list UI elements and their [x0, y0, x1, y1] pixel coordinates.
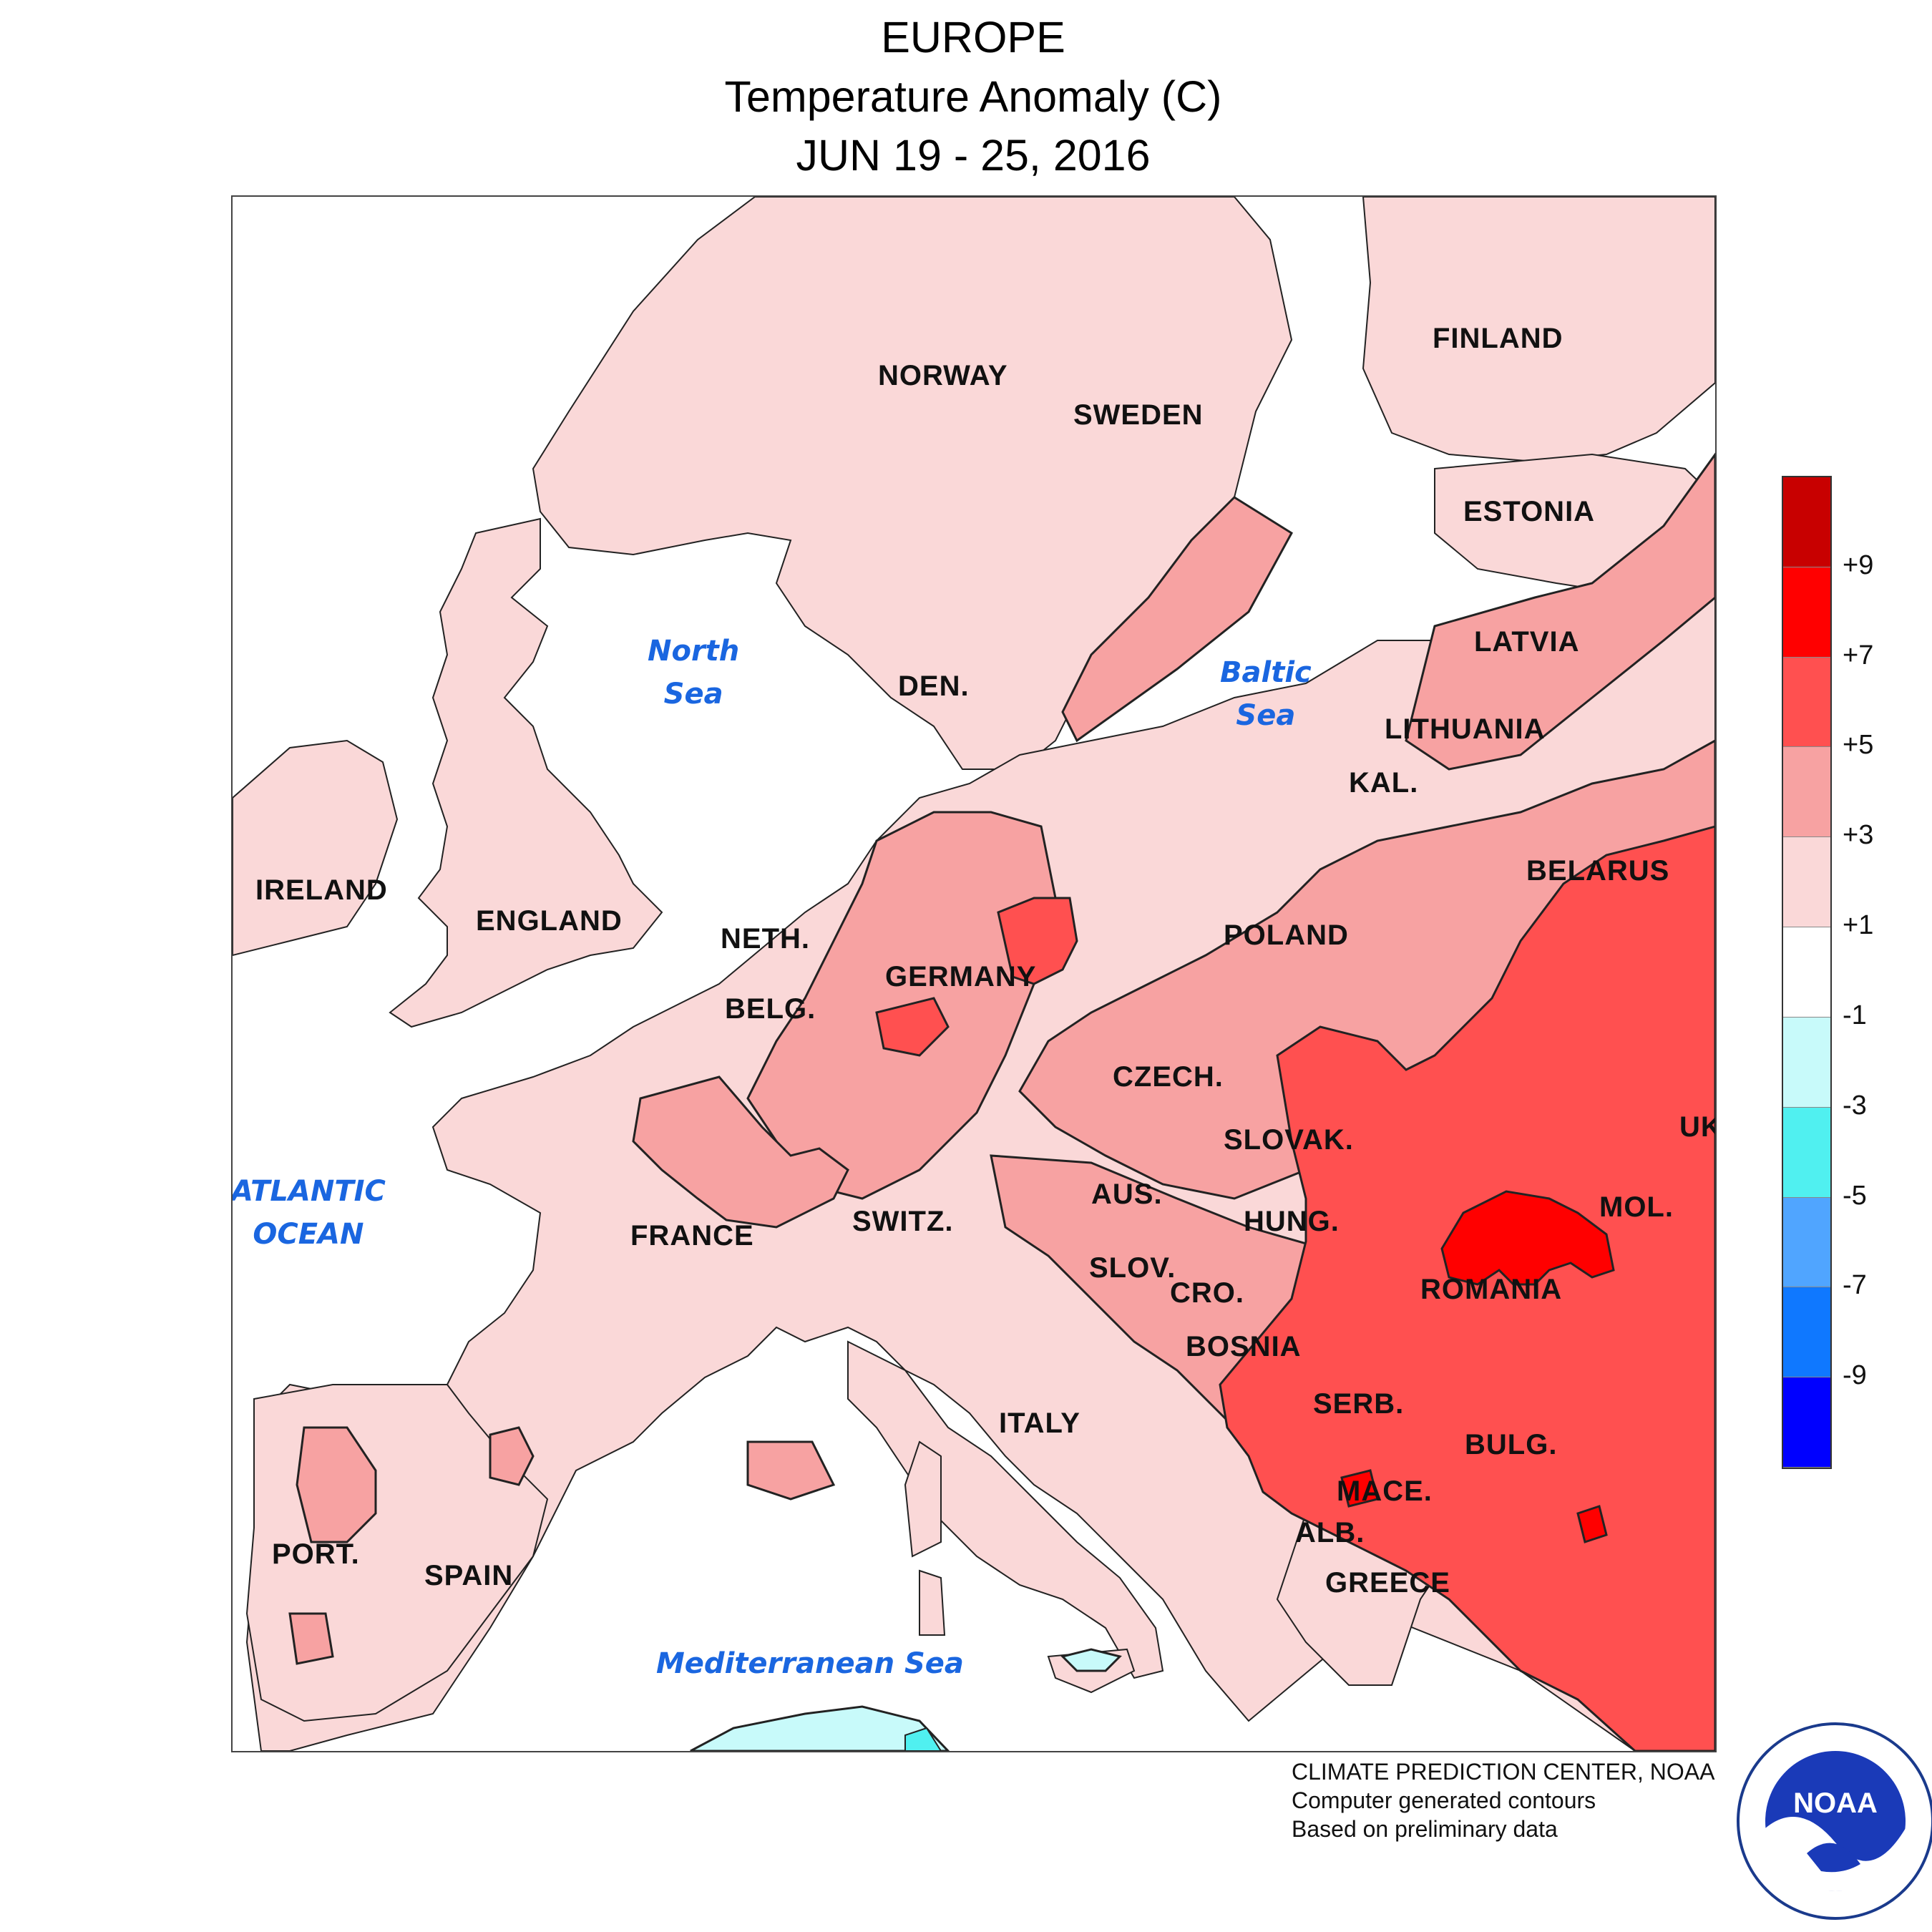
label-baltic-sea: Baltic Sea [1220, 651, 1312, 737]
label-ukraine: UK [1679, 1111, 1715, 1143]
legend-tick-label: -5 [1843, 1180, 1867, 1211]
label-estonia: ESTONIA [1463, 496, 1596, 527]
label-atlantic-line2: OCEAN [253, 1218, 364, 1251]
label-hungary: HUNG. [1244, 1206, 1340, 1237]
map-subtitle: Temperature Anomaly (C) [724, 72, 1222, 121]
label-lithuania: LITHUANIA [1385, 713, 1546, 745]
legend-tick-label: +5 [1843, 730, 1874, 761]
label-norway: NORWAY [878, 360, 1008, 391]
label-spain: SPAIN [424, 1560, 514, 1591]
label-germany: GERMANY [885, 961, 1037, 992]
legend-swatch [1783, 1197, 1830, 1288]
legend-swatch [1783, 747, 1830, 838]
label-baltic-sea-line2: Sea [1236, 699, 1296, 732]
legend-tick-label: -3 [1843, 1090, 1867, 1121]
label-kaliningrad: KAL. [1349, 767, 1419, 799]
map-canvas [233, 197, 1715, 1751]
label-switzerland: SWITZ. [852, 1206, 954, 1237]
sea-minus1-to-minus3 [690, 1648, 1122, 1751]
label-belgium: BELG. [725, 993, 816, 1025]
label-bosnia: BOSNIA [1186, 1331, 1302, 1362]
label-baltic-sea-line1: Baltic [1220, 656, 1312, 689]
credit-line-3: Based on preliminary data [1292, 1816, 1558, 1842]
legend-swatch [1783, 477, 1830, 567]
label-italy: ITALY [999, 1407, 1080, 1439]
map-date-range: JUN 19 - 25, 2016 [796, 131, 1151, 180]
map-title: EUROPE [881, 13, 1065, 62]
label-macedonia: MACE. [1337, 1475, 1433, 1507]
noaa-logo: NOAA [1735, 1721, 1932, 1921]
credit-line-2: Computer generated contours [1292, 1787, 1596, 1813]
label-serbia: SERB. [1313, 1388, 1405, 1420]
label-north-sea: North Sea [648, 630, 739, 716]
legend-tick-label: +9 [1843, 550, 1874, 580]
legend-tick-label: +7 [1843, 640, 1874, 670]
label-portugal: PORT. [272, 1538, 360, 1570]
label-belarus: BELARUS [1526, 855, 1670, 887]
label-denmark: DEN. [898, 670, 970, 702]
land-plus7-to-plus9 [1340, 1190, 1615, 1543]
label-croatia: CRO. [1170, 1277, 1244, 1309]
legend-tick-label: +3 [1843, 820, 1874, 851]
legend-swatch [1783, 1377, 1830, 1468]
legend-swatch [1783, 1017, 1830, 1108]
label-austria: AUS. [1091, 1179, 1163, 1210]
legend-colorbar [1782, 476, 1832, 1469]
label-slovakia: SLOVAK. [1224, 1124, 1354, 1156]
label-albania: ALB. [1295, 1517, 1365, 1548]
noaa-emblem-icon: NOAA [1737, 1722, 1932, 1920]
legend-swatch [1783, 657, 1830, 748]
label-england: ENGLAND [476, 905, 623, 937]
label-bulgaria: BULG. [1465, 1429, 1558, 1460]
label-moldova: MOL. [1599, 1191, 1674, 1223]
label-north-sea-line1: North [648, 635, 740, 668]
sea-minus3-to-minus5 [904, 1727, 942, 1751]
legend-tick-label: -1 [1843, 1000, 1867, 1030]
label-romania: ROMANIA [1420, 1274, 1563, 1305]
label-greece: GREECE [1325, 1567, 1450, 1599]
label-czech: CZECH. [1113, 1061, 1224, 1093]
legend-swatch [1783, 927, 1830, 1018]
label-slovenia: SLOV. [1089, 1252, 1176, 1284]
label-netherlands: NETH. [721, 923, 810, 955]
label-france: FRANCE [630, 1220, 754, 1252]
legend-tick-label: -9 [1843, 1360, 1867, 1391]
anomaly-map: FINLAND NORWAY SWEDEN ESTONIA LATVIA LIT… [231, 195, 1717, 1752]
legend-swatch [1783, 1287, 1830, 1378]
legend-swatch [1783, 1107, 1830, 1198]
legend-tick-label: -7 [1843, 1270, 1867, 1301]
legend-tick-label: +1 [1843, 910, 1874, 941]
label-mediterranean-sea: Mediterranean Sea [656, 1647, 964, 1680]
label-poland: POLAND [1224, 919, 1349, 951]
label-atlantic-line1: ATLANTIC [231, 1175, 386, 1208]
label-atlantic-ocean: ATLANTIC OCEAN [231, 1170, 386, 1256]
legend-swatch [1783, 837, 1830, 928]
label-latvia: LATVIA [1474, 626, 1580, 658]
label-sweden: SWEDEN [1073, 399, 1204, 431]
label-north-sea-line2: Sea [663, 678, 723, 711]
legend-swatch [1783, 567, 1830, 658]
noaa-logo-text: NOAA [1793, 1787, 1878, 1819]
label-finland: FINLAND [1433, 323, 1563, 354]
credit-line-1: CLIMATE PREDICTION CENTER, NOAA [1292, 1759, 1715, 1785]
label-ireland: IRELAND [255, 874, 388, 906]
